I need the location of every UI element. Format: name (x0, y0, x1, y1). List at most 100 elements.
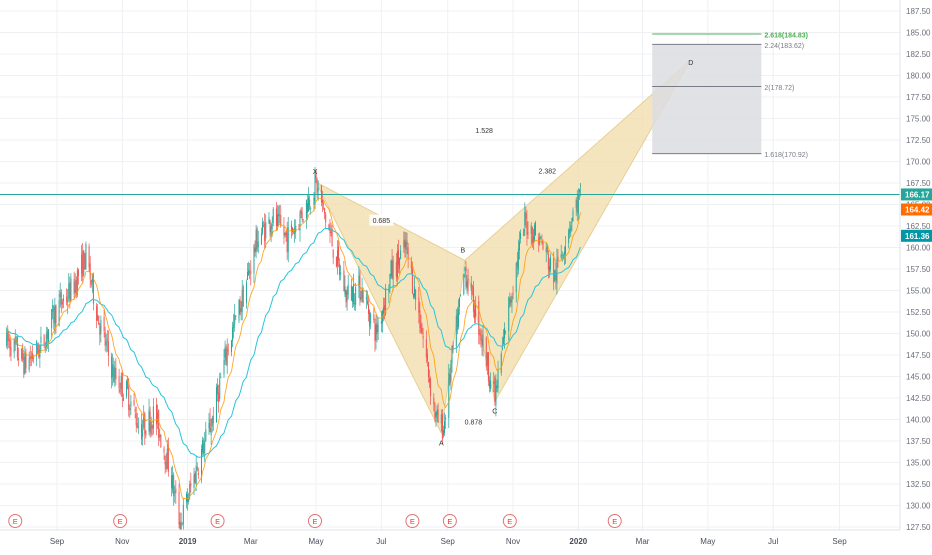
candle-body (287, 227, 289, 252)
candle-body (562, 256, 564, 258)
candle-body (46, 331, 48, 339)
harmonic-pattern[interactable] (314, 59, 692, 435)
candle-body (70, 278, 72, 301)
earnings-label: E (13, 517, 18, 526)
candle-body (511, 296, 513, 303)
candle-body (473, 309, 475, 319)
candle-body (579, 184, 581, 186)
candle-body (450, 363, 452, 382)
fib-extension-box[interactable]: 2.618(184.83) 2.24(183.62) 2(178.72) 1.618(… (652, 32, 808, 159)
candle-body (368, 304, 370, 315)
candle-body (6, 330, 8, 346)
candle-body (270, 226, 272, 235)
candle-body (448, 373, 450, 419)
earnings-marker[interactable]: E (8, 514, 23, 528)
candle-body (209, 419, 211, 432)
candle-body (256, 228, 258, 250)
candle-body (505, 330, 507, 333)
price-tick-label: 132.50 (906, 480, 931, 489)
price-axis[interactable]: 127.50 130.00 132.50 135.00 137.50 140.00 142.… (899, 0, 932, 550)
candle-body (405, 242, 407, 250)
candle-body (373, 314, 375, 321)
candle-body (210, 428, 212, 435)
price-label: 161.36 (905, 232, 930, 241)
earnings-marker[interactable]: E (442, 514, 457, 528)
earnings-marker[interactable]: E (405, 514, 420, 528)
candle-body (531, 227, 533, 244)
time-axis[interactable]: Sep Nov 2019 Mar May Jul Sep Nov 2020 Mar May Jul Se… (0, 529, 900, 550)
candle-body (407, 247, 409, 258)
candle-body (120, 376, 122, 390)
candle-body (148, 409, 150, 433)
candle-body (178, 491, 180, 525)
candle-body (399, 257, 401, 269)
price-tick-label: 170.00 (906, 158, 931, 167)
candle-body (103, 316, 105, 332)
candle-body (77, 269, 79, 277)
candle-body (526, 221, 528, 235)
price-tick-label: 150.00 (906, 330, 931, 339)
candle-body (301, 211, 303, 220)
candle-body (464, 268, 466, 272)
price-label: 164.42 (905, 205, 930, 214)
earnings-marker[interactable]: E (210, 514, 225, 528)
candle-body (358, 275, 360, 288)
candle-body (308, 197, 310, 212)
candle-body (365, 297, 367, 300)
candle-body (47, 329, 49, 342)
candle-body (233, 324, 235, 328)
ratio-label: 2.382 (539, 168, 557, 175)
candle-body (195, 465, 197, 484)
candle-body (119, 389, 121, 393)
candle-body (444, 421, 446, 433)
time-tick-label: May (308, 537, 323, 546)
candle-body (523, 229, 525, 237)
candle-body (497, 369, 499, 389)
candle-body (180, 521, 182, 532)
candle-body (292, 227, 294, 233)
candle-body (540, 237, 542, 239)
candle-body (248, 270, 250, 275)
candle-body (92, 274, 94, 304)
candle-body (494, 377, 496, 402)
fib-level-label: 2.24(183.62) (764, 43, 804, 50)
price-label: 166.17 (905, 190, 930, 199)
candle-body (211, 418, 213, 427)
candle-body (205, 429, 207, 441)
time-tick-label: 2020 (569, 537, 587, 546)
candle-body (577, 193, 579, 214)
candle-body (130, 401, 132, 407)
price-tick-label: 157.50 (906, 265, 931, 274)
candle-body (107, 341, 109, 356)
candle-body (576, 200, 578, 213)
candle-body (277, 214, 279, 226)
pattern-point-label: C (492, 408, 497, 415)
candle-body (127, 377, 129, 389)
earnings-label: E (118, 517, 123, 526)
candle-body (272, 208, 274, 224)
candle-body (355, 286, 357, 306)
candle-body (74, 281, 76, 294)
candle-body (81, 254, 83, 274)
earnings-circle (405, 514, 420, 528)
candle-body (30, 356, 32, 359)
earnings-marker[interactable]: E (113, 514, 128, 528)
candle-body (406, 240, 408, 245)
ratio-label-bg (369, 214, 394, 226)
earnings-marker[interactable]: E (307, 514, 322, 528)
candle-body (279, 215, 281, 217)
candle-body (420, 324, 422, 332)
candle-body (62, 298, 64, 302)
earnings-marker[interactable]: E (607, 514, 622, 528)
candle-body (502, 337, 504, 345)
candle-body (455, 315, 457, 347)
earnings-label: E (215, 517, 220, 526)
earnings-circle (607, 514, 622, 528)
candle-body (515, 263, 517, 293)
earnings-marker[interactable]: E (502, 514, 517, 528)
candle-body (314, 174, 316, 201)
candle-body (152, 406, 154, 429)
